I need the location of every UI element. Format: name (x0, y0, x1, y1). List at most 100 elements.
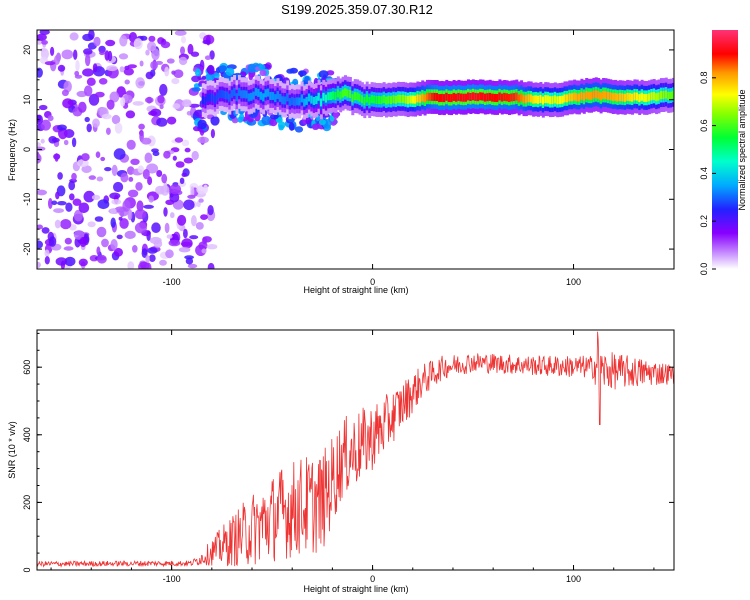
spectrogram-ridge-cell (435, 93, 439, 101)
spectrogram-ridge-cell (614, 92, 618, 101)
spectrogram-noise-blob (96, 226, 107, 238)
spectrogram-signal-blob (278, 124, 285, 131)
spectrogram-ridge-cell (269, 92, 273, 100)
spectrogram-noise-blob (44, 256, 50, 265)
spectrogram-ridge-cell (672, 90, 674, 99)
spectrogram-ridge-cell (462, 93, 466, 102)
spectrogram-noise-blob (168, 239, 181, 247)
spectrogram-noise-blob (84, 85, 93, 97)
spectrogram-ridge-cell (570, 93, 574, 102)
spectrogram-noise-blob (116, 234, 123, 240)
spectrogram-noise-blob (197, 136, 209, 144)
spectrogram-noise-blob (69, 32, 79, 41)
spectrogram-noise-blob (165, 249, 174, 259)
spectrogram-noise-blob (37, 33, 47, 41)
spectrogram-noise-blob (202, 236, 208, 245)
spectrogram-ridge-cell (606, 91, 610, 100)
spectrogram-noise-blob (51, 200, 58, 206)
spectrogram-noise-blob (144, 152, 153, 164)
spectrogram-ridge-cell (440, 93, 444, 102)
spectrogram-ridge-cell (418, 94, 422, 103)
spectrogram-signal-blob (213, 72, 220, 79)
spectrogram-signal-blob (194, 68, 202, 77)
spectrogram-ridge-cell (373, 95, 376, 104)
spectrogram-signal-blob (333, 111, 339, 119)
spectrogram-noise-blob (78, 101, 87, 113)
spectrogram-signal-blob (294, 126, 304, 133)
spectrogram-noise-blob (164, 222, 170, 234)
spectrogram-ridge-cell (459, 93, 463, 102)
spectrogram-ridge-cell (327, 92, 331, 101)
spectrogram-ridge-cell (457, 92, 461, 101)
spectrogram-noise-blob (61, 49, 74, 60)
spectrogram-noise-blob (74, 70, 80, 77)
spectrogram-signal-blob (207, 65, 215, 75)
spectrogram-ridge-cell (633, 92, 637, 101)
spectrogram-noise-blob (37, 142, 41, 147)
spectrogram-ridge-cell (247, 93, 251, 102)
spectrogram-ridge-cell (445, 92, 449, 101)
spectrogram-ridge-cell (401, 94, 405, 103)
spectrogram-noise-blob (113, 148, 126, 160)
colorbar-tick-label: 0.6 (699, 119, 709, 132)
spectrogram-ridge-cell (206, 93, 210, 102)
spectrogram-ridge-cell (363, 97, 367, 106)
spectrogram-ridge-cell (382, 95, 386, 103)
spectrogram-noise-blob (160, 41, 171, 49)
spectrogram-ridge-cell (512, 93, 516, 102)
spectrogram-noise-blob (105, 39, 116, 47)
spectrogram-noise-blob (171, 78, 180, 85)
spectrogram-noise-blob (79, 236, 87, 248)
spectrogram-ridge-cell (469, 93, 473, 101)
spectrogram-noise-blob (38, 104, 48, 111)
spectrogram-noise-blob (173, 69, 184, 78)
spectrogram-noise-blob (98, 78, 108, 85)
spectrogram-noise-blob (86, 77, 96, 87)
spectrogram-noise-blob (92, 63, 98, 73)
snr-x-axis: -100 0 100 (50, 330, 655, 584)
snr-x-label: Height of straight line (km) (303, 584, 408, 594)
spectrogram-noise-blob (145, 71, 154, 80)
spectrogram-ridge-cell (213, 95, 217, 104)
spectrogram-ridge-cell (250, 92, 253, 101)
spectrogram-signal-blob (225, 67, 235, 76)
spectrogram-ridge-cell (534, 95, 538, 104)
spectrogram-noise-blob (37, 224, 43, 230)
spectrogram-ridge-cell (587, 91, 591, 100)
spectrogram-noise-blob (82, 68, 94, 77)
spectrogram-noise-blob (163, 150, 171, 159)
spectrogram-noise-blob (75, 60, 80, 72)
spectrogram-ridge-cell (240, 90, 244, 99)
spectrogram-ridge-cell (397, 94, 401, 103)
snr-y-axis: 0 200 400 600 (22, 332, 674, 573)
spectrogram-ridge-cell (544, 95, 548, 104)
spectrogram-noise-blob (161, 173, 168, 184)
spectrogram-ridge-cell (242, 90, 246, 99)
spectrogram-ridge-cell (312, 97, 316, 105)
spectrogram-noise-blob (191, 75, 201, 83)
spectrogram-noise-blob (178, 247, 191, 253)
spectrogram-ridge-cell (305, 96, 309, 105)
spectrogram-signal-blob (286, 68, 295, 74)
spectrogram-noise-blob (172, 155, 177, 161)
spectrogram-signal-blob (275, 117, 283, 124)
spectrogram-ridge-cell (594, 90, 598, 99)
spectrogram-ridge-cell (447, 94, 451, 102)
spectrogram-noise-blob (101, 113, 112, 120)
spectrogram-noise-blob (138, 123, 145, 130)
spectrogram-ridge-cell (385, 96, 388, 105)
spectrogram-noise-blob (204, 55, 211, 60)
spectrogram-ridge-cell (428, 92, 432, 101)
spectrogram-noise-blob (69, 193, 75, 201)
spectrogram-signal-blob (318, 119, 326, 126)
spectrogram-ridge-cell (310, 95, 314, 104)
spectrogram-noise-blob (120, 97, 126, 107)
spectrogram-ridge-cell (599, 92, 603, 101)
spectrogram-ridge-cell (271, 92, 275, 100)
spectrogram-ridge-cell (266, 88, 270, 97)
spectrogram-noise-blob (134, 222, 147, 234)
spectrogram-noise-blob (187, 263, 198, 269)
spectrogram-noise-blob (61, 89, 69, 97)
spectrogram-noise-blob (139, 35, 148, 41)
